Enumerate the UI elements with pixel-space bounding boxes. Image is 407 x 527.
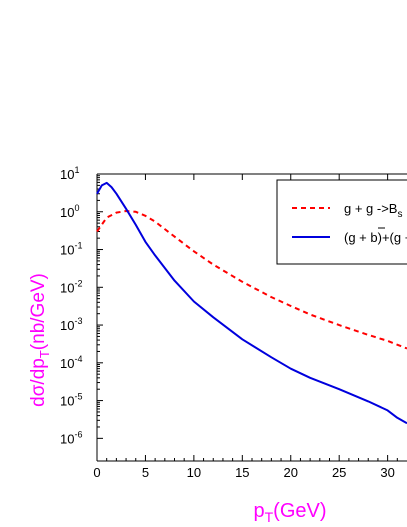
x-axis-title: pT(GeV) bbox=[253, 500, 326, 525]
y-tick-label: 10-3 bbox=[60, 316, 82, 333]
x-axis-ticks: 0 5 10 15 20 25 30 bbox=[93, 174, 398, 480]
series-layer bbox=[96, 181, 407, 425]
legend-gg-sub: s bbox=[397, 209, 402, 220]
y-axis-title-sub: T bbox=[37, 350, 52, 358]
legend-label-gb: (g + b)+(g + c) bbox=[344, 230, 407, 245]
legend-gb-tail: )+(g + c) bbox=[378, 230, 407, 245]
x-tick-label: 25 bbox=[332, 465, 346, 480]
series-line-gb bbox=[96, 181, 407, 425]
legend-gg-main: g + g ->B bbox=[344, 201, 397, 216]
y-axis-title: dσ/dpT(nb/GeV) bbox=[28, 273, 52, 407]
x-tick-label: 5 bbox=[142, 465, 149, 480]
y-tick-label: 10-1 bbox=[60, 241, 82, 258]
legend-gb-pre: (g + bbox=[344, 230, 370, 245]
legend-gb-over: b bbox=[370, 230, 377, 245]
y-tick-label: 10-4 bbox=[60, 354, 82, 371]
x-axis-title-main: p bbox=[253, 500, 264, 522]
y-tick-label: 100 bbox=[60, 203, 79, 220]
legend-label-gg: g + g ->Bs bbox=[344, 201, 402, 220]
x-tick-label: 0 bbox=[93, 465, 100, 480]
x-tick-label: 30 bbox=[380, 465, 394, 480]
y-tick-label: 10-2 bbox=[60, 278, 82, 295]
x-axis-title-tail: (GeV) bbox=[273, 500, 326, 522]
y-axis-ticks: 101 100 10-1 10-2 10-3 10-4 10-5 10-6 bbox=[60, 165, 103, 446]
legend-box bbox=[276, 179, 407, 265]
legend: g + g ->Bs (g + b)+(g + c) bbox=[276, 179, 407, 265]
series-line-gg bbox=[96, 210, 407, 350]
y-tick-label: 101 bbox=[60, 165, 79, 182]
x-axis-title-sub: T bbox=[265, 509, 274, 525]
x-tick-label: 20 bbox=[284, 465, 298, 480]
y-axis-title-tail: (nb/GeV) bbox=[28, 273, 49, 350]
y-tick-label: 10-5 bbox=[60, 392, 82, 409]
y-axis-title-pre: dσ/dp bbox=[28, 358, 49, 407]
x-tick-label: 15 bbox=[235, 465, 249, 480]
x-tick-label: 10 bbox=[187, 465, 201, 480]
y-tick-label: 10-6 bbox=[60, 429, 82, 446]
